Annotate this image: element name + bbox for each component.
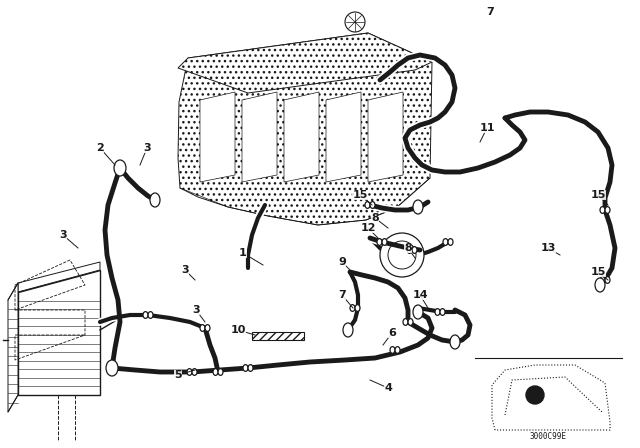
Ellipse shape <box>435 309 440 315</box>
Ellipse shape <box>390 347 395 353</box>
Ellipse shape <box>605 207 610 213</box>
Ellipse shape <box>605 276 610 284</box>
Ellipse shape <box>412 247 417 254</box>
Ellipse shape <box>448 239 453 246</box>
Polygon shape <box>242 92 277 182</box>
Polygon shape <box>368 92 403 182</box>
Ellipse shape <box>408 319 413 325</box>
Circle shape <box>526 386 544 404</box>
Text: 3: 3 <box>181 265 189 275</box>
Text: 15: 15 <box>590 267 605 277</box>
Ellipse shape <box>355 305 360 311</box>
Ellipse shape <box>143 312 148 319</box>
Text: 2: 2 <box>96 143 104 153</box>
Text: 11: 11 <box>479 123 495 133</box>
Ellipse shape <box>600 207 605 213</box>
Ellipse shape <box>205 325 210 332</box>
Ellipse shape <box>192 369 197 375</box>
Text: 10: 10 <box>230 325 246 335</box>
Circle shape <box>388 241 416 269</box>
Ellipse shape <box>200 325 205 332</box>
Text: 8: 8 <box>404 243 412 253</box>
Text: 8: 8 <box>371 213 379 223</box>
Ellipse shape <box>243 365 248 371</box>
Text: 9: 9 <box>338 257 346 267</box>
Polygon shape <box>18 262 100 292</box>
Text: 3000C99E: 3000C99E <box>529 432 566 441</box>
Text: 3: 3 <box>143 143 151 153</box>
Polygon shape <box>18 270 100 395</box>
Ellipse shape <box>350 305 355 311</box>
Polygon shape <box>326 92 361 182</box>
Ellipse shape <box>106 360 118 376</box>
Text: 12: 12 <box>360 223 376 233</box>
Text: 6: 6 <box>388 328 396 338</box>
Text: 3: 3 <box>192 305 200 315</box>
Ellipse shape <box>377 239 382 246</box>
Ellipse shape <box>413 305 423 319</box>
Ellipse shape <box>370 202 375 208</box>
Ellipse shape <box>213 369 218 375</box>
Text: 14: 14 <box>412 290 428 300</box>
Text: 13: 13 <box>540 243 556 253</box>
Ellipse shape <box>595 278 605 292</box>
Ellipse shape <box>450 335 460 349</box>
Text: 15: 15 <box>590 190 605 200</box>
Text: 15: 15 <box>352 190 368 200</box>
Ellipse shape <box>148 312 153 319</box>
Ellipse shape <box>382 239 387 246</box>
Ellipse shape <box>218 369 223 375</box>
Ellipse shape <box>343 323 353 337</box>
Ellipse shape <box>440 309 445 315</box>
Text: 4: 4 <box>384 383 392 393</box>
Polygon shape <box>178 33 432 225</box>
Polygon shape <box>178 33 432 93</box>
Text: 7: 7 <box>338 290 346 300</box>
Text: 3: 3 <box>59 230 67 240</box>
Ellipse shape <box>600 276 605 284</box>
Ellipse shape <box>248 365 253 371</box>
Ellipse shape <box>395 347 400 353</box>
Ellipse shape <box>407 247 412 254</box>
Polygon shape <box>284 92 319 182</box>
Ellipse shape <box>443 239 448 246</box>
Text: 5: 5 <box>174 370 182 380</box>
Circle shape <box>345 12 365 32</box>
Ellipse shape <box>365 202 370 208</box>
Circle shape <box>380 233 424 277</box>
Ellipse shape <box>187 369 192 375</box>
Ellipse shape <box>413 200 423 214</box>
Bar <box>252 332 304 340</box>
Text: 1: 1 <box>239 248 247 258</box>
Text: 7: 7 <box>486 7 494 17</box>
Ellipse shape <box>403 319 408 325</box>
Ellipse shape <box>114 160 126 176</box>
Polygon shape <box>200 92 235 182</box>
Ellipse shape <box>150 193 160 207</box>
Polygon shape <box>8 283 18 412</box>
